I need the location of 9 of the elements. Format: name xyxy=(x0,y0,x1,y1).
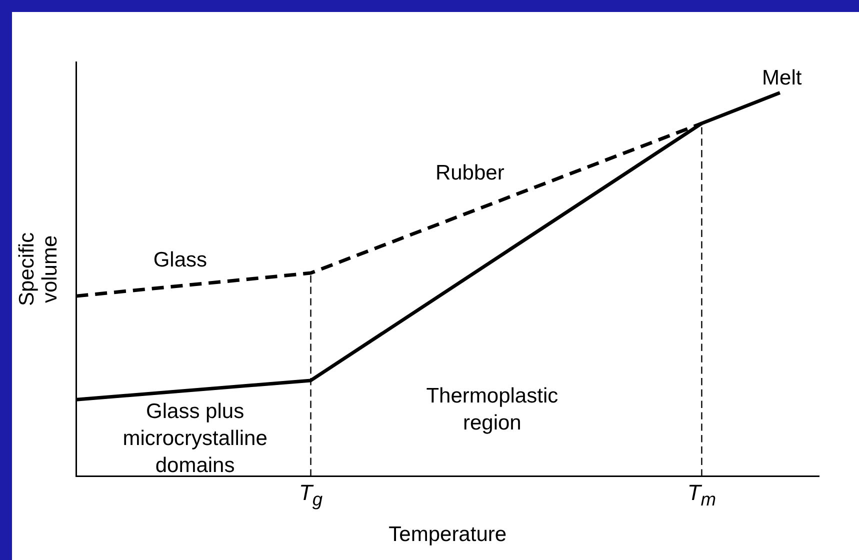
y-axis-title: Specific volume xyxy=(15,232,62,306)
annotation: Thermoplastic region xyxy=(426,384,558,434)
x-tick-label: T$_{m}$ xyxy=(687,480,716,510)
text: Melt xyxy=(762,66,802,90)
annotation: Glass xyxy=(153,248,208,272)
annotation: Glass plus microcrystalline domains xyxy=(122,400,268,477)
x-tick-label: T$_{g}$ xyxy=(298,480,323,510)
annotation: Rubber xyxy=(435,162,504,185)
x-axis-title: Temperature xyxy=(388,523,507,546)
